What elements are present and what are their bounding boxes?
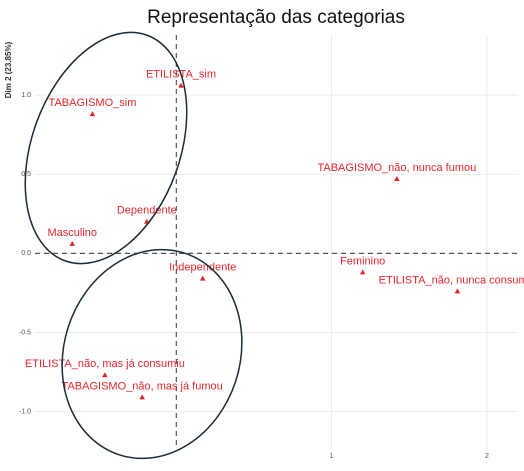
cluster-ellipse — [24, 31, 188, 265]
point-label: TABAGISMO_não, mas já fumou — [62, 380, 223, 392]
point-label: ETILISTA_não, mas já consumiu — [25, 358, 185, 370]
point — [454, 288, 461, 294]
point-label: Feminino — [340, 255, 385, 267]
point — [199, 275, 206, 281]
point-label: Masculino — [48, 227, 98, 239]
point-label: TABAGISMO_sim — [49, 97, 137, 109]
y-tick-label: 0.0 — [21, 250, 31, 257]
y-tick-label: -0.5 — [19, 329, 31, 336]
x-tick-label: 2 — [485, 453, 489, 460]
y-axis-label: Dim 2 (23.85%) — [4, 41, 13, 98]
point — [178, 82, 184, 88]
point-label: ETILISTA_não, nunca consumiu — [379, 274, 524, 286]
cluster-ellipse — [61, 248, 243, 460]
point-label: TABAGISMO_não, nunca fumou — [317, 162, 476, 174]
point — [102, 372, 108, 378]
plot-area: -1.0-0.50.00.51.01 2ETILISTA_simTABAGISMO… — [19, 35, 524, 460]
point — [359, 269, 366, 275]
point — [89, 111, 96, 117]
x-tick-label: 1 — [330, 453, 334, 460]
chart-title: Representação das categorias — [147, 7, 405, 28]
point-label: Independente — [169, 262, 236, 274]
point — [394, 175, 400, 181]
y-tick-label: 1.0 — [21, 92, 31, 99]
point-label: Dependente — [117, 205, 177, 217]
y-tick-label: -1.0 — [19, 408, 31, 415]
point — [69, 240, 76, 246]
point — [139, 394, 145, 400]
